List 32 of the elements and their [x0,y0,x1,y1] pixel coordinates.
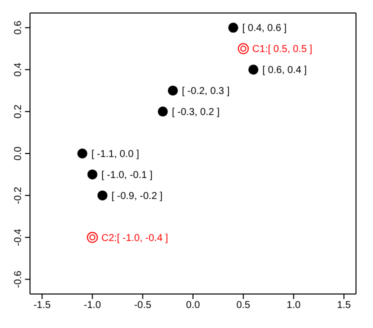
y-tick-label: -0.6 [13,270,24,288]
point [97,190,108,200]
x-tick-label: -1.5 [33,300,52,312]
x-tick-label: 1.0 [286,300,302,312]
y-tick-label: 0.4 [13,62,24,77]
y-tick-label: 0.2 [13,104,24,119]
data-label: [ -0.9, -0.2 ] [111,190,163,202]
x-tick-label: 0.0 [186,300,200,312]
y-tick-label: 0.6 [13,20,24,35]
point [77,148,88,158]
data-label: [ -0.3, 0.2 ] [172,107,220,118]
y-tick-label: -0.2 [13,186,24,204]
point [238,43,249,54]
x-tick-label: -1.0 [84,300,102,312]
point [168,86,178,96]
x-tick-label: 0.5 [236,300,251,312]
point [87,169,98,180]
y-tick-label: 0.0 [13,146,24,160]
data-label: [ 0.4, 0.6 ] [242,23,287,34]
data-label: [ -1.1, 0.0 ] [91,149,140,160]
data-label: [ -1.0, -0.1 ] [101,170,153,181]
data-label: C1:[ 0.5, 0.5 ] [252,44,313,56]
point [248,64,258,75]
data-label: C2:[ -1.0, -0.4 ] [101,232,168,244]
point [228,22,238,33]
y-tick-label: -0.4 [13,228,24,246]
x-tick-label: 1.5 [336,300,352,312]
point [158,106,168,117]
point [86,232,98,243]
data-label: [ 0.6, 0.4 ] [262,65,308,76]
data-label: [ -0.2, 0.3 ] [182,86,230,98]
x-tick-label: -0.5 [134,300,152,312]
